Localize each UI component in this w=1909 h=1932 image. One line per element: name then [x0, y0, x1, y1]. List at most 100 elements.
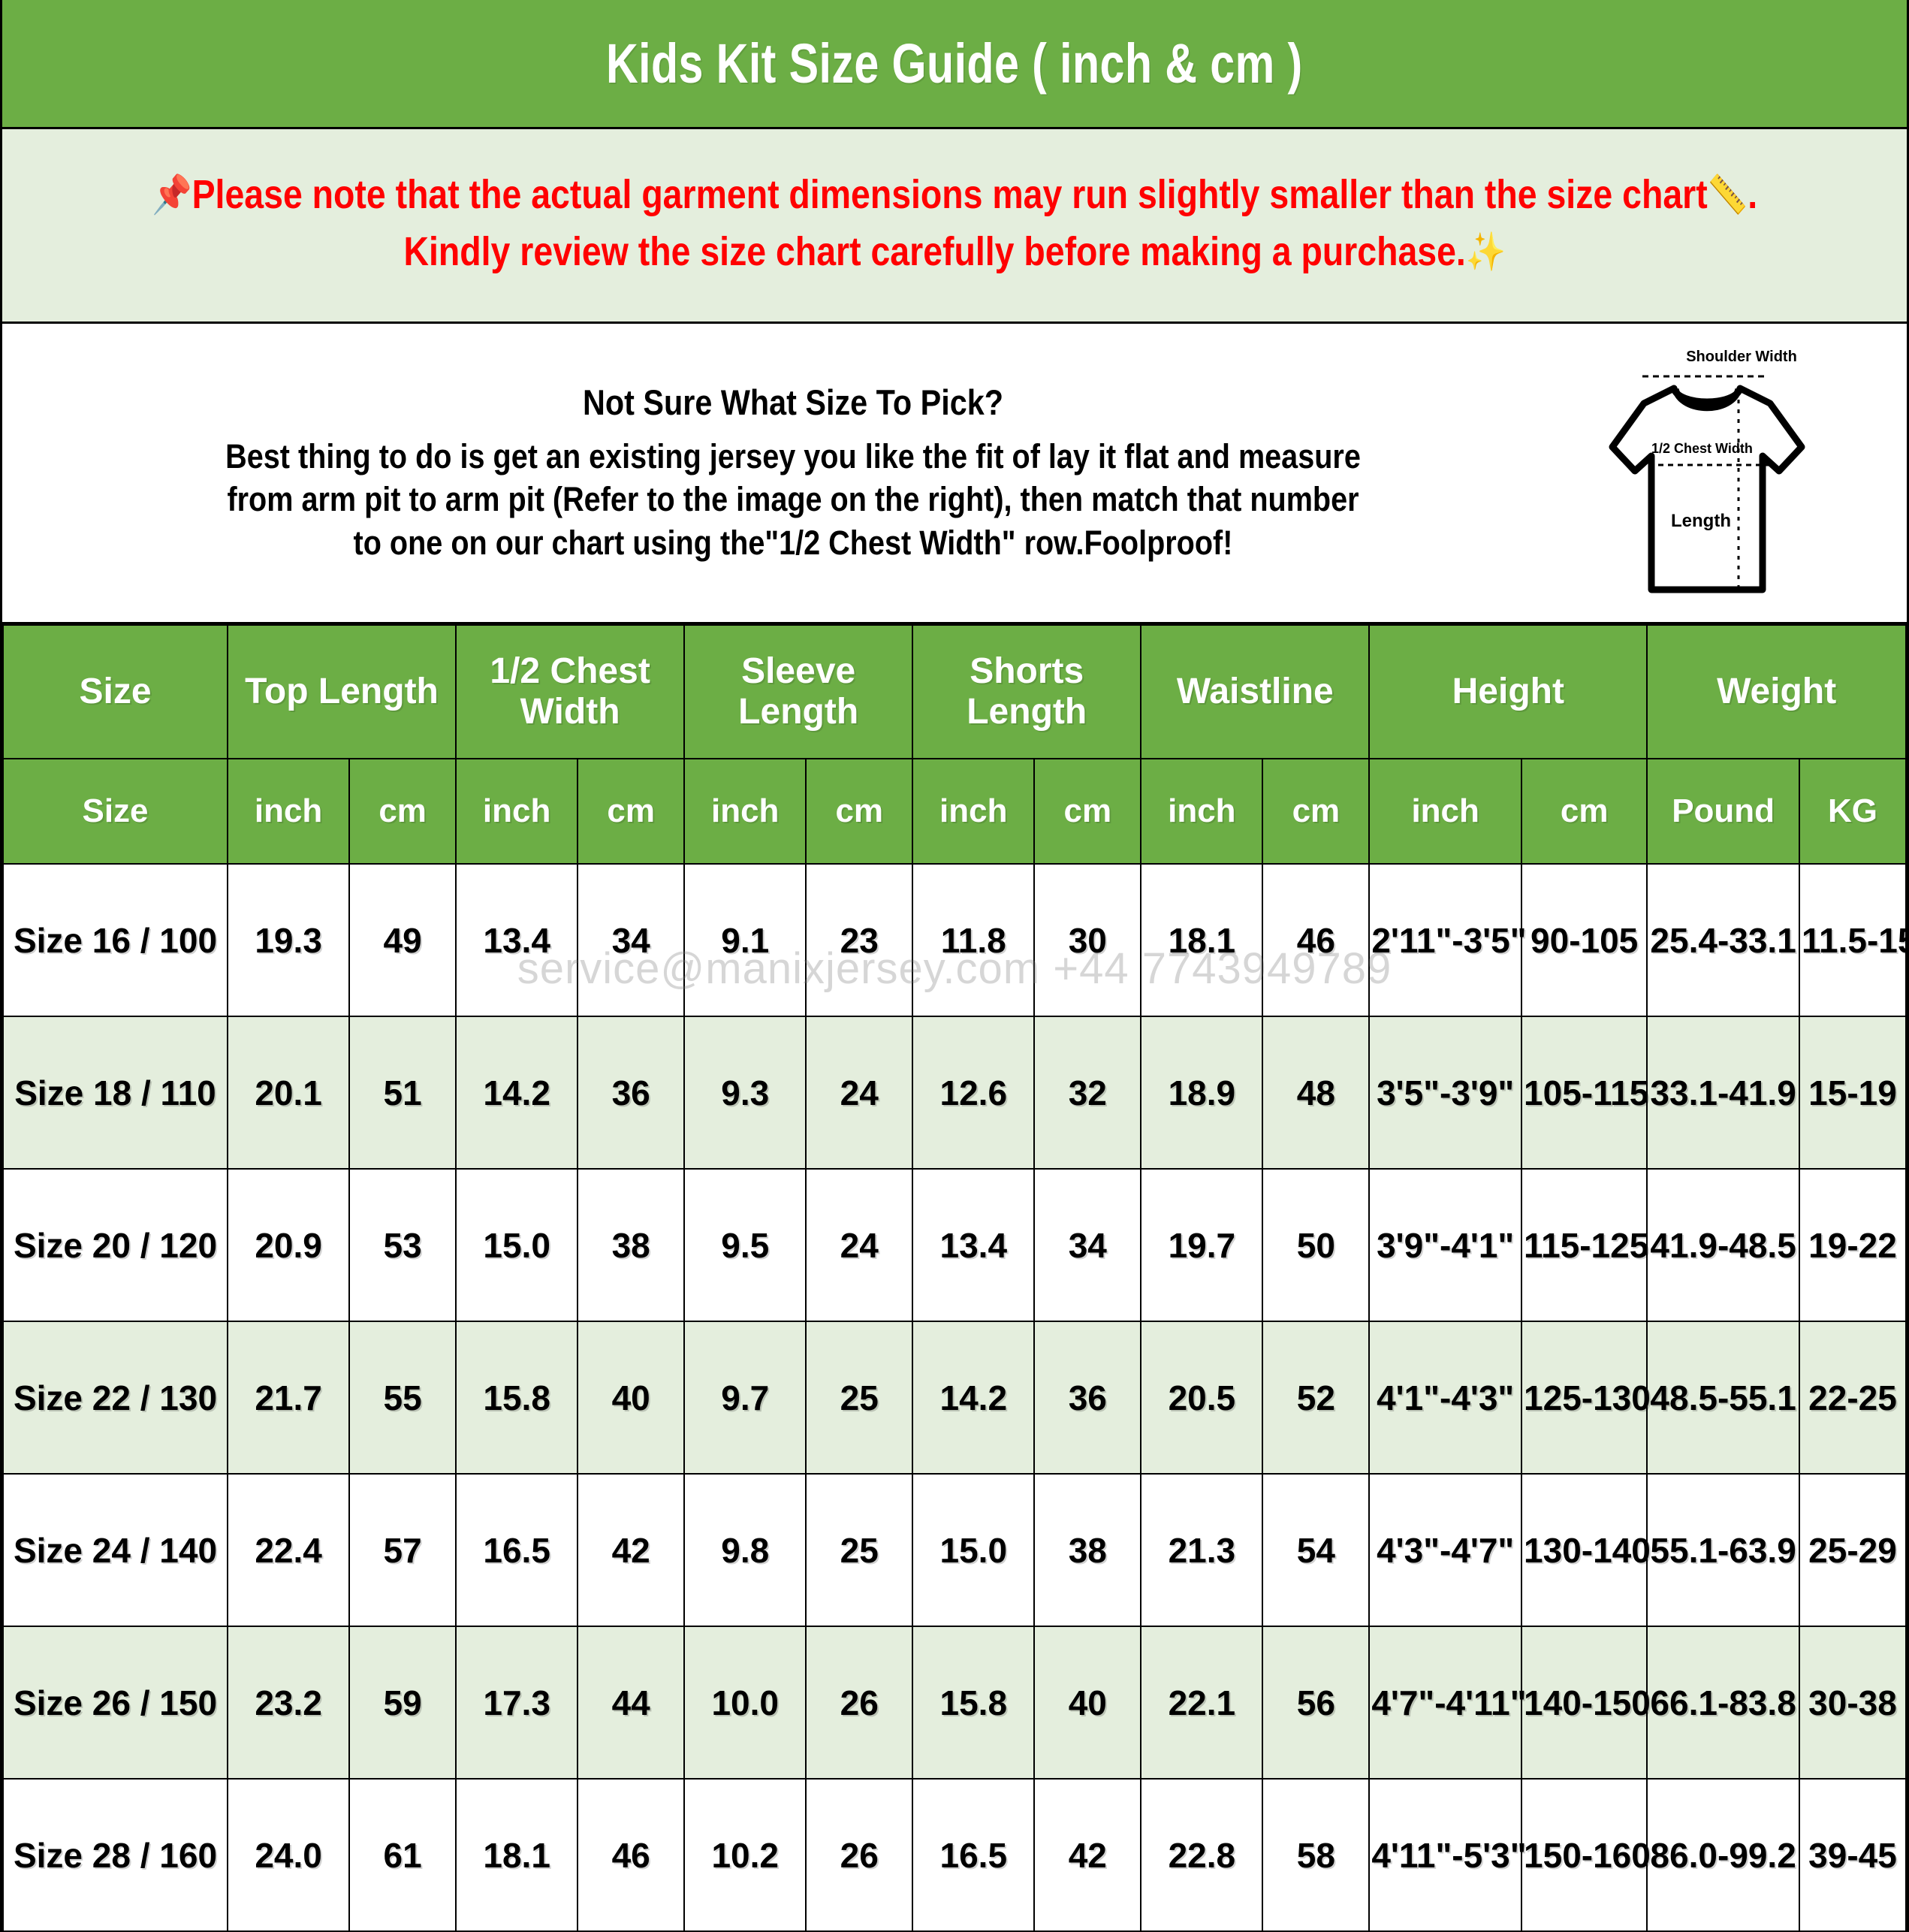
table-cell: 22.8 — [1140, 1778, 1264, 1932]
table-cell: 19.7 — [1140, 1168, 1264, 1322]
table-cell: 38 — [577, 1168, 686, 1322]
table-cell: 25 — [805, 1473, 914, 1627]
table-row: Size 22 / 130 21.7 55 15.8 40 9.7 25 14.2 36 20.5… — [2, 1321, 1907, 1475]
table-cell: 105-115 — [1521, 1016, 1648, 1170]
tshirt-collar — [1672, 387, 1742, 411]
unit-header-8: cm — [1033, 758, 1142, 865]
group-header-sleeve-length: Sleeve Length — [683, 624, 914, 759]
table-cell: 58 — [1262, 1778, 1371, 1932]
table-cell: 30 — [1033, 863, 1142, 1017]
table-cell: 15-19 — [1798, 1016, 1907, 1170]
table-cell: 125-130 — [1521, 1321, 1651, 1475]
table-cell: 9.1 — [683, 863, 807, 1017]
group-header-waistline: Waistline — [1140, 624, 1371, 759]
table-cell: 52 — [1262, 1321, 1371, 1475]
how-to-heading: Not Sure What Size To Pick? — [583, 382, 1003, 422]
table-cell: 48.5-55.1 — [1646, 1321, 1800, 1475]
table-cell: 14.2 — [455, 1016, 579, 1170]
table-cell: 39-45 — [1798, 1778, 1907, 1932]
table-cell: 21.7 — [226, 1321, 351, 1475]
unit-header-1: inch — [226, 758, 351, 865]
table-cell: 90-105 — [1521, 863, 1648, 1017]
table-cell: 49 — [348, 863, 457, 1017]
table-cell: 4'7"-4'11" — [1368, 1626, 1527, 1780]
title-banner: Kids Kit Size Guide ( inch & cm ) — [2, 0, 1907, 129]
table-body: Size 16 / 100 19.3 49 13.4 34 9.1 23 11.8 30 18.1… — [2, 863, 1909, 1932]
table-cell: 21.3 — [1140, 1473, 1264, 1627]
table-cell: 61 — [348, 1778, 457, 1932]
unit-header-13: Pound — [1646, 758, 1800, 865]
row-size-label: Size 22 / 130 — [2, 1321, 228, 1475]
table-cell: 12.6 — [912, 1016, 1036, 1170]
table-cell: 11.8 — [912, 863, 1036, 1017]
table-cell: 140-150 — [1521, 1626, 1651, 1780]
table-cell: 10.2 — [683, 1778, 807, 1932]
table-cell: 42 — [1033, 1778, 1142, 1932]
table-row: Size 18 / 110 20.1 51 14.2 36 9.3 24 12.6 32 18.9… — [2, 1016, 1907, 1170]
table-cell: 24.0 — [226, 1778, 351, 1932]
table-row: Size 24 / 140 22.4 57 16.5 42 9.8 25 15.0 38 21.3… — [2, 1473, 1907, 1627]
row-size-label: Size 26 / 150 — [2, 1626, 228, 1780]
group-header-top-length: Top Length — [226, 624, 457, 759]
table-cell: 115-125 — [1521, 1168, 1648, 1322]
page-title: Kids Kit Size Guide ( inch & cm ) — [606, 32, 1303, 95]
table-cell: 55 — [348, 1321, 457, 1475]
table-cell: 150-160 — [1521, 1778, 1651, 1932]
unit-header-5: inch — [683, 758, 807, 865]
table-cell: 42 — [577, 1473, 686, 1627]
table-cell: 36 — [1033, 1321, 1142, 1475]
table-cell: 15.8 — [912, 1626, 1036, 1780]
table-cell: 11.5-15 — [1798, 863, 1909, 1017]
unit-header-3: inch — [455, 758, 579, 865]
pushpin-icon: 📌 — [151, 174, 192, 216]
table-cell: 4'11"-5'3" — [1368, 1778, 1527, 1932]
table-cell: 33.1-41.9 — [1646, 1016, 1800, 1170]
row-size-label: Size 18 / 110 — [2, 1016, 228, 1170]
group-header-half-chest-width: 1/2 Chest Width — [455, 624, 686, 759]
table-cell: 19-22 — [1798, 1168, 1907, 1322]
table-cell: 15.0 — [455, 1168, 579, 1322]
unit-header-4: cm — [577, 758, 686, 865]
notice-line-1: 📌 Please note that the actual garment di… — [152, 171, 1757, 218]
table-cell: 57 — [348, 1473, 457, 1627]
table-cell: 38 — [1033, 1473, 1142, 1627]
unit-header-row: Size inch cm inch cm inch cm inch cm inc… — [2, 758, 1907, 865]
table-cell: 40 — [1033, 1626, 1142, 1780]
table-cell: 46 — [577, 1778, 686, 1932]
how-to-measure-section: Not Sure What Size To Pick? Best thing t… — [2, 324, 1907, 624]
group-header-shorts-length: Shorts Length — [912, 624, 1142, 759]
table-cell: 9.8 — [683, 1473, 807, 1627]
unit-header-12: cm — [1521, 758, 1648, 865]
table-cell: 19.3 — [226, 863, 351, 1017]
table-cell: 20.9 — [226, 1168, 351, 1322]
notice-band: 📌 Please note that the actual garment di… — [2, 129, 1907, 324]
table-cell: 4'3"-4'7" — [1368, 1473, 1523, 1627]
row-size-label: Size 24 / 140 — [2, 1473, 228, 1627]
table-cell: 54 — [1262, 1473, 1371, 1627]
how-to-body: Best thing to do is get an existing jers… — [117, 435, 1469, 565]
length-label: Length — [1671, 511, 1731, 531]
table-cell: 26 — [805, 1778, 914, 1932]
sparkles-icon: ✨ — [1465, 231, 1506, 273]
table-cell: 130-140 — [1521, 1473, 1651, 1627]
table-cell: 2'11"-3'5" — [1368, 863, 1527, 1017]
table-cell: 15.0 — [912, 1473, 1036, 1627]
table-cell: 36 — [577, 1016, 686, 1170]
table-cell: 9.7 — [683, 1321, 807, 1475]
table-row: Size 16 / 100 19.3 49 13.4 34 9.1 23 11.8 30 18.1… — [2, 863, 1909, 1017]
table-cell: 66.1-83.8 — [1646, 1626, 1800, 1780]
table-cell: 9.3 — [683, 1016, 807, 1170]
table-cell: 51 — [348, 1016, 457, 1170]
size-chart-table: Size Top Length 1/2 Chest Width Sleeve L… — [2, 624, 1909, 1932]
how-to-body-line-2: from arm pit to arm pit (Refer to the im… — [227, 480, 1359, 519]
table-cell: 25 — [805, 1321, 914, 1475]
table-cell: 3'5"-3'9" — [1368, 1016, 1523, 1170]
unit-header-11: inch — [1368, 758, 1523, 865]
table-cell: 15.8 — [455, 1321, 579, 1475]
table-cell: 55.1-63.9 — [1646, 1473, 1800, 1627]
table-cell: 40 — [577, 1321, 686, 1475]
unit-header-size: Size — [2, 758, 228, 865]
table-cell: 16.5 — [455, 1473, 579, 1627]
table-cell: 34 — [577, 863, 686, 1017]
